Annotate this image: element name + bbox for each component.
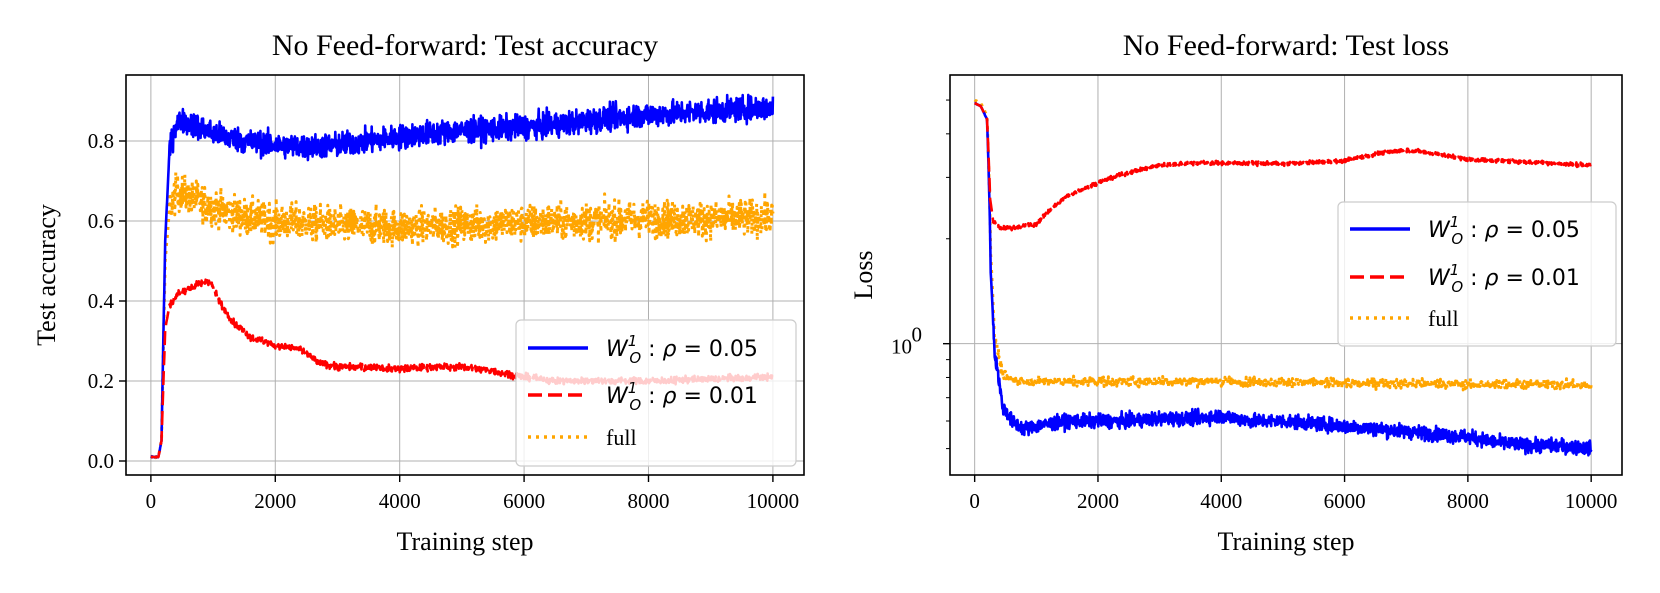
loss-legend-label-full: full [1428, 306, 1459, 331]
accuracy-legend-label-full: full [606, 425, 637, 450]
accuracy-y-tick-label: 0.4 [88, 289, 115, 313]
loss-series-rho001-line [973, 102, 1593, 232]
loss-y-axis-label: Loss [849, 250, 878, 299]
loss-x-tick-label: 4000 [1200, 489, 1242, 513]
accuracy-chart-title: No Feed-forward: Test accuracy [272, 29, 658, 62]
accuracy-legend-box [515, 319, 797, 467]
accuracy-legend-label-rho005: W1 O : ρ = 0.05 [606, 332, 758, 367]
loss-x-axis-label: Training step [1218, 527, 1355, 556]
loss-legend: W1 O : ρ = 0.05 W1 O : ρ = 0.01 full [1337, 201, 1617, 347]
loss-plot-frame [949, 74, 1623, 476]
accuracy-x-tick-label: 10000 [747, 489, 800, 513]
loss-y-tick-exponent: 0 [912, 323, 923, 347]
loss-legend-label-rho005: W1 O : ρ = 0.05 [1428, 213, 1580, 248]
loss-x-tick-label: 10000 [1565, 489, 1618, 513]
loss-y-tick-label: 10 [891, 335, 912, 359]
loss-x-tick-label: 2000 [1077, 489, 1119, 513]
accuracy-x-tick-label: 2000 [254, 489, 296, 513]
accuracy-y-tick-label: 0.2 [88, 369, 114, 393]
loss-x-tick-label: 8000 [1447, 489, 1489, 513]
loss-chart: No Feed-forward: Test loss 0 2000 4000 6000… [849, 29, 1623, 556]
accuracy-chart: No Feed-forward: Test accuracy 0 2000 4000… [32, 29, 805, 556]
accuracy-x-tick-label: 6000 [503, 489, 545, 513]
loss-series-area [973, 98, 1593, 457]
loss-x-tick-label: 6000 [1324, 489, 1366, 513]
accuracy-y-axis-label: Test accuracy [32, 204, 61, 346]
accuracy-series-full-line [149, 170, 775, 460]
loss-legend-label-rho001: W1 O : ρ = 0.01 [1428, 261, 1580, 296]
loss-series-rho005-line [973, 101, 1593, 457]
loss-series-full-line [973, 98, 1593, 392]
accuracy-y-tick-label: 0.6 [88, 209, 114, 233]
accuracy-legend-label-rho001: W1 O : ρ = 0.01 [606, 379, 758, 414]
accuracy-x-axis-label: Training step [397, 527, 534, 556]
loss-legend-box [1337, 201, 1617, 347]
accuracy-x-tick-label: 8000 [627, 489, 669, 513]
accuracy-y-tick-label: 0.0 [88, 449, 114, 473]
accuracy-series-rho005-line [149, 93, 775, 459]
accuracy-x-tick-label: 4000 [379, 489, 421, 513]
accuracy-plot-frame [125, 74, 805, 476]
loss-x-tick-label: 0 [969, 489, 980, 513]
accuracy-x-tick-label: 0 [146, 489, 157, 513]
accuracy-y-tick-label: 0.8 [88, 129, 114, 153]
accuracy-tick-labels: 0 2000 4000 6000 8000 10000 0.0 0.2 0.4 0.6 0.8 [88, 129, 799, 513]
accuracy-legend: W1 O : ρ = 0.05 W1 O : ρ = 0.01 full [515, 319, 797, 467]
loss-chart-title: No Feed-forward: Test loss [1123, 29, 1449, 62]
